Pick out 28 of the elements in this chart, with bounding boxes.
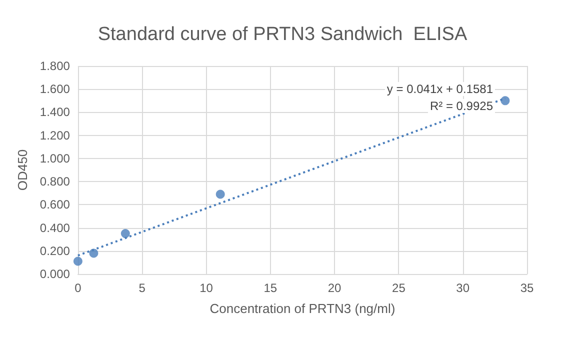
y-tick-label: 0.400 [40, 220, 70, 235]
y-tick-label: 0.200 [40, 244, 70, 258]
y-tick-label: 1.400 [40, 105, 70, 120]
point [500, 96, 510, 106]
x-tick-label: 20 [328, 281, 342, 295]
x-tick-label: 5 [138, 281, 146, 295]
x-tick-label: 30 [456, 281, 470, 295]
x-tick-label: 15 [264, 281, 278, 295]
point [73, 256, 82, 266]
y-tick-label: 1.000 [40, 151, 70, 166]
y-tick-label: 1.600 [40, 82, 70, 96]
y-tick-label: 1.200 [40, 128, 70, 142]
y-tick-label: 0.800 [40, 174, 70, 189]
y-tick-label: 1.800 [40, 59, 70, 73]
y-tick-label: 0.000 [40, 267, 70, 281]
x-tick-label: 0 [74, 281, 82, 295]
y-axis-title: OD450 [15, 149, 30, 191]
point [89, 248, 98, 258]
x-tick-label: 25 [392, 281, 406, 295]
y-tick-label: 0.600 [40, 198, 70, 212]
annotation: R² = 0.9925 [430, 99, 494, 113]
x-tick-label: 35 [520, 281, 534, 295]
point [216, 190, 225, 199]
point [120, 229, 130, 238]
chart-title: Standard curve of PRTN3 Sandwich ELISA [98, 24, 468, 45]
annotation: y = 0.041x + 0.1581 [386, 82, 494, 96]
x-axis-title: Concentration of PRTN3 (ng/ml) [210, 301, 396, 316]
x-tick-label: 10 [200, 281, 214, 295]
